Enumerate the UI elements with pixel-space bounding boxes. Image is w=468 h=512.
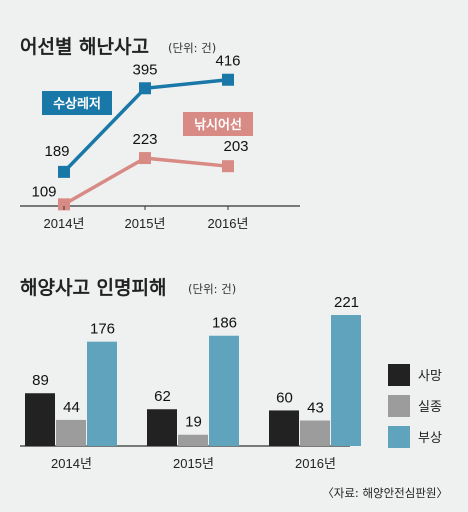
bar-value-label: 44: [63, 399, 80, 416]
category-label: 2014년: [51, 456, 92, 471]
bar-value-label: 89: [32, 372, 49, 389]
category-label: 2016년: [295, 456, 336, 471]
line-chart-panel: 어선별 해난사고 (단위: 건) 189 395 416 수상레저 109 223 203 낚…: [0, 0, 468, 243]
legend-label: 실종: [418, 400, 442, 415]
series-2-point: [222, 160, 234, 173]
line-chart: 어선별 해난사고 (단위: 건) 189 395 416 수상레저 109 223 203 낚…: [20, 36, 300, 231]
line-chart-title: 어선별 해난사고: [20, 36, 149, 58]
legend-swatch: [388, 364, 410, 386]
series-1-point: [222, 73, 234, 86]
bar-사망: [269, 410, 299, 446]
bar-value-label: 176: [90, 321, 115, 338]
bar-chart-title: 해양사고 인명피해: [20, 277, 166, 299]
series-1-value-label: 189: [44, 143, 69, 160]
legend-swatch: [388, 395, 410, 417]
x-tick-label: 2014년: [44, 216, 85, 231]
bar-부상: [331, 315, 361, 446]
series-1-value-label: 416: [215, 53, 240, 70]
bar-부상: [209, 335, 239, 446]
source-note: 〈자료: 해양안전심판원〉: [322, 486, 448, 500]
category-label: 2015년: [173, 456, 214, 471]
bar-사망: [147, 409, 177, 446]
bar-사망: [25, 393, 55, 446]
bar-chart-panel: 해양사고 인명피해 (단위: 건) 89 44 176 2014년 62 19 186 201…: [0, 243, 468, 512]
series-2-value-label: 203: [223, 138, 248, 155]
series-2-value-label: 109: [31, 183, 56, 200]
x-tick-label: 2015년: [125, 216, 166, 231]
bar-부상: [87, 341, 117, 446]
line-chart-unit: (단위: 건): [168, 41, 216, 55]
series-2-point: [58, 198, 70, 211]
series-1-name: 수상레저: [53, 97, 101, 112]
series-2-tag: [183, 112, 253, 136]
bar-value-label: 43: [307, 400, 324, 417]
bar-value-label: 221: [334, 294, 359, 311]
series-1-point: [139, 82, 151, 95]
bar-value-label: 62: [154, 388, 171, 405]
bar-value-label: 19: [185, 414, 202, 431]
legend-label: 사망: [418, 369, 442, 384]
series-1-tag: [42, 91, 112, 115]
legend-label: 부상: [418, 431, 442, 446]
bar-chart-unit: (단위: 건): [188, 282, 236, 296]
bar-value-label: 186: [212, 315, 237, 332]
bar-실종: [178, 434, 208, 446]
bar-value-label: 60: [276, 389, 293, 406]
x-tick-label: 2016년: [208, 216, 249, 231]
series-2-name: 낚시어선: [194, 117, 242, 133]
legend-swatch: [388, 426, 410, 448]
bar-실종: [56, 419, 86, 446]
series-2-point: [139, 152, 151, 165]
series-2-value-label: 223: [132, 131, 157, 148]
series-1-value-label: 395: [132, 61, 157, 78]
bar-실종: [300, 420, 330, 446]
bar-chart: 해양사고 인명피해 (단위: 건) 89 44 176 2014년 62 19 186 201…: [20, 277, 448, 500]
series-line-2: [63, 156, 229, 206]
series-1-point: [58, 165, 70, 178]
